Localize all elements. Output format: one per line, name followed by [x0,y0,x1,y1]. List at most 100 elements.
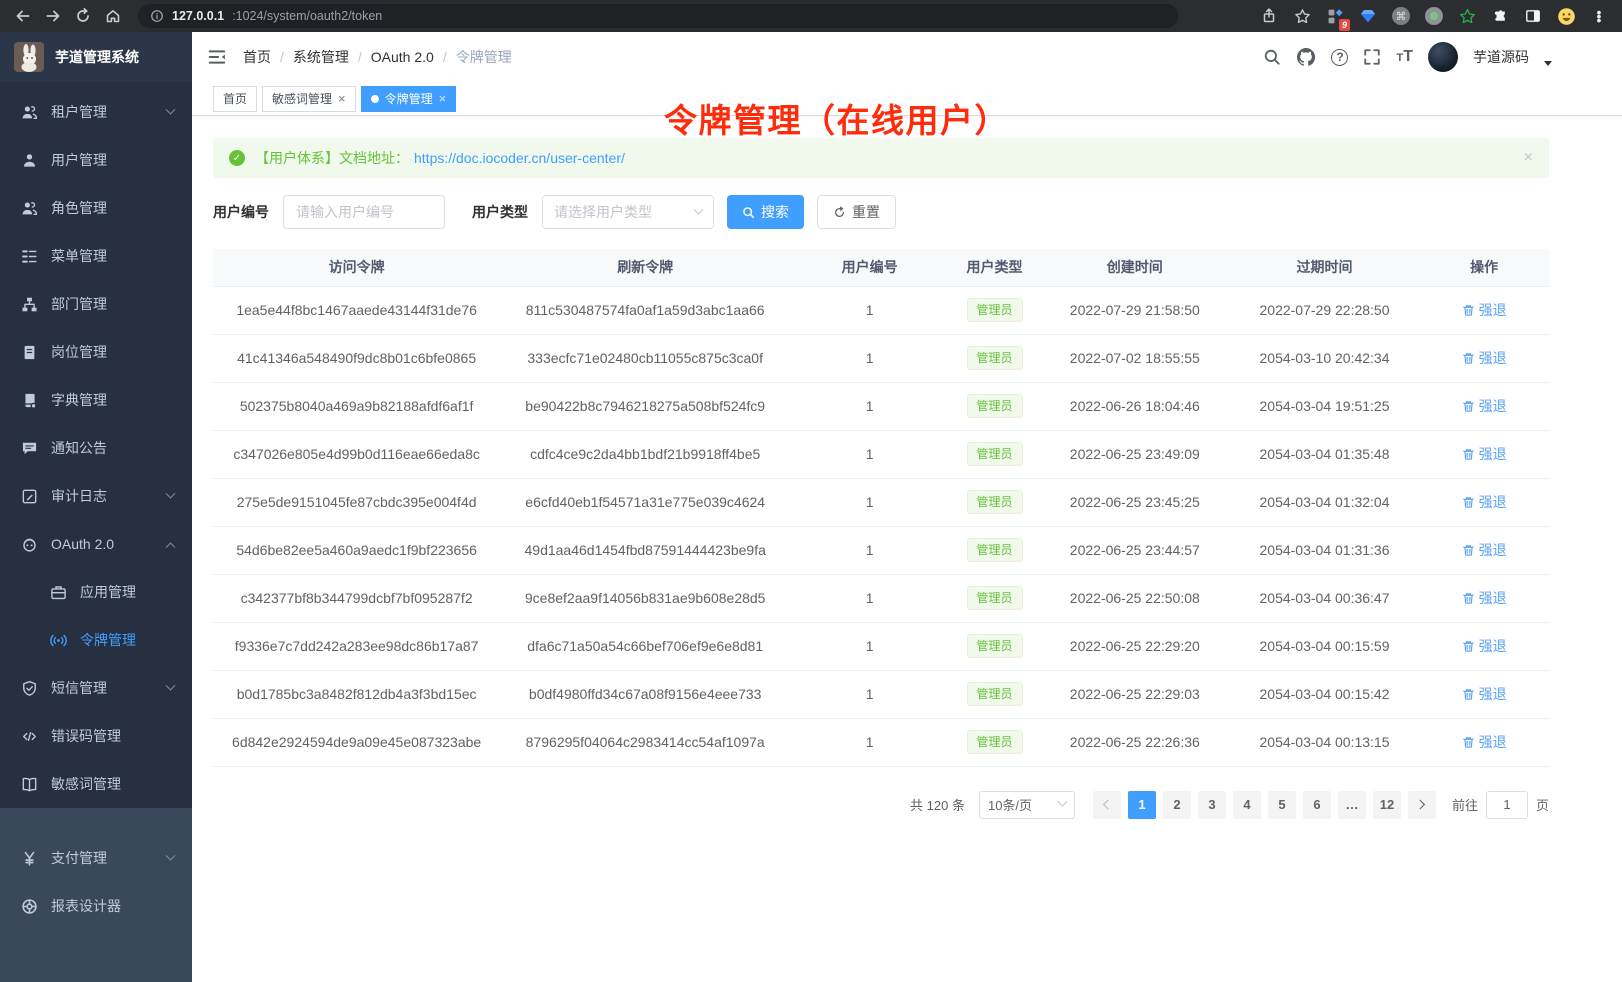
sidebar-item-notice[interactable]: 通知公告 [0,424,192,472]
refresh-token-cell: 8796295f04064c2983414cc54af1097a [500,718,791,767]
user-id-cell: 1 [790,622,950,671]
reset-button[interactable]: 重置 [817,195,896,229]
force-logout-label: 强退 [1478,350,1507,366]
column-header: 刷新令牌 [500,249,791,287]
prev-page-button[interactable] [1092,790,1121,819]
browser-reload-icon[interactable] [68,3,98,29]
force-logout-button[interactable]: 强退 [1462,396,1507,416]
page-suffix: 页 [1535,798,1549,813]
record-extension-icon[interactable] [1423,5,1445,27]
trash-icon [1462,496,1474,508]
force-logout-button[interactable]: 强退 [1462,300,1507,320]
tab-0[interactable]: 首页 [213,85,258,112]
search-icon [743,206,755,218]
page-button-4[interactable]: 4 [1232,790,1261,819]
page-button-6[interactable]: 6 [1302,790,1331,819]
username[interactable]: 芋道源码 [1473,49,1529,65]
user-avatar[interactable] [1428,42,1458,72]
page-button-12[interactable]: 12 [1372,790,1401,819]
filter-bar: 用户编号 用户类型 请选择用户类型 搜索 重置 [213,195,1549,229]
sidebar-item-report[interactable]: 报表设计器 [0,882,192,930]
share-icon[interactable] [1258,5,1280,27]
force-logout-button[interactable]: 强退 [1462,636,1507,656]
trash-icon [1462,592,1474,604]
alert-doc-link[interactable]: https://doc.iocoder.cn/user-center/ [414,150,625,166]
font-size-icon[interactable]: TT [1396,48,1413,65]
search-icon[interactable] [1263,48,1281,66]
sidebar-item-dict[interactable]: 字典管理 [0,376,192,424]
user-type-cell: 管理员 [949,670,1040,719]
app-logo[interactable]: 芋道管理系统 [0,32,192,82]
force-logout-button[interactable]: 强退 [1462,492,1507,512]
sidebar-item-audit[interactable]: 审计日志 [0,472,192,520]
tab-close-icon[interactable]: × [438,91,447,106]
page-ellipsis[interactable]: … [1337,790,1366,819]
page-button-2[interactable]: 2 [1162,790,1191,819]
force-logout-button[interactable]: 强退 [1462,540,1507,560]
page-button-3[interactable]: 3 [1197,790,1226,819]
search-button[interactable]: 搜索 [727,195,804,229]
column-header: 创建时间 [1039,249,1230,287]
page-button-1[interactable]: 1 [1127,790,1156,819]
user-type-select[interactable]: 请选择用户类型 [542,195,714,229]
breadcrumb-item[interactable]: 首页 [243,49,271,65]
goto-page-input[interactable] [1485,790,1528,819]
sidebar-item-sms[interactable]: 短信管理 [0,664,192,712]
command-extension-icon[interactable]: ⌘ [1390,5,1412,27]
force-logout-button[interactable]: 强退 [1462,684,1507,704]
force-logout-button[interactable]: 强退 [1462,444,1507,464]
tab-label: 敏感词管理 [272,92,333,106]
sidebar-item-pay[interactable]: 支付管理 [0,834,192,882]
created-time-cell: 2022-06-25 23:44:57 [1039,526,1230,575]
user-type-badge: 管理员 [966,538,1023,562]
force-logout-label: 强退 [1478,734,1507,750]
browser-home-icon[interactable] [98,3,128,29]
access-token-cell: 54d6be82ee5a460a9aedc1f9bf223656 [213,526,501,575]
star-extension-icon[interactable] [1456,5,1478,27]
sidebar-item-oauth2[interactable]: OAuth 2.0 [0,520,192,568]
sidebar-menu: 租户管理 用户管理 角色管理 菜单管理 部门管理 岗位管理 字典管理 通知公告 审计日志 OAut… [0,82,192,808]
app-frame: 芋道管理系统 租户管理 用户管理 角色管理 菜单管理 部门管理 岗位管理 字典管理 通知公告审… [0,32,1622,982]
sidebar-item-sensitive-word[interactable]: 敏感词管理 [0,760,192,808]
force-logout-button[interactable]: 强退 [1462,348,1507,368]
tab-1[interactable]: 敏感词管理 × [262,85,356,112]
sidebar-item-post[interactable]: 岗位管理 [0,328,192,376]
puzzle-extension-icon[interactable] [1489,5,1511,27]
bookmark-star-icon[interactable] [1291,5,1313,27]
user-menu-caret-icon[interactable] [1544,60,1552,66]
force-logout-label: 强退 [1478,590,1507,606]
breadcrumb-item[interactable]: 系统管理 [292,49,349,65]
help-icon[interactable]: ? [1331,48,1349,66]
browser-forward-icon[interactable] [38,3,68,29]
force-logout-button[interactable]: 强退 [1462,732,1507,752]
page-button-5[interactable]: 5 [1267,790,1296,819]
sidebar-item-errcode[interactable]: 错误码管理 [0,712,192,760]
force-logout-button[interactable]: 强退 [1462,588,1507,608]
fullscreen-icon[interactable] [1363,48,1381,66]
user-type-cell: 管理员 [949,526,1040,575]
sidebar-item-oauth2-app[interactable]: 应用管理 [0,568,192,616]
sidebar-item-oauth2-token[interactable]: 令牌管理 [0,616,192,664]
user-id-input[interactable] [283,195,445,229]
address-bar[interactable]: 127.0.0.1:1024/system/oauth2/token [138,4,1178,28]
sidebar-item-tenant[interactable]: 租户管理 [0,88,192,136]
emoji-profile-icon[interactable] [1555,5,1577,27]
sidebar-item-user[interactable]: 用户管理 [0,136,192,184]
browser-back-icon[interactable] [8,3,38,29]
sidebar-item-role[interactable]: 角色管理 [0,184,192,232]
gem-extension-icon[interactable] [1357,5,1379,27]
next-page-button[interactable] [1407,790,1436,819]
tab-2[interactable]: 令牌管理 × [360,85,457,112]
table-row: b0d1785bc3a8482f812db4a3f3bd15ec b0df4980… [213,670,1549,719]
extension-grid-icon[interactable]: 9 [1324,5,1350,31]
sidebar-item-menu[interactable]: 菜单管理 [0,232,192,280]
tab-close-icon[interactable]: × [338,91,346,106]
page-size-select[interactable]: 10条/页 [978,790,1075,819]
sidebar-item-dept[interactable]: 部门管理 [0,280,192,328]
hamburger-icon[interactable] [208,48,226,66]
side-panel-icon[interactable] [1522,5,1544,27]
github-icon[interactable] [1296,47,1316,67]
breadcrumb-item[interactable]: OAuth 2.0 [370,49,434,65]
browser-menu-icon[interactable]: • • • [1596,4,1602,28]
alert-close-icon[interactable]: × [1523,149,1533,166]
